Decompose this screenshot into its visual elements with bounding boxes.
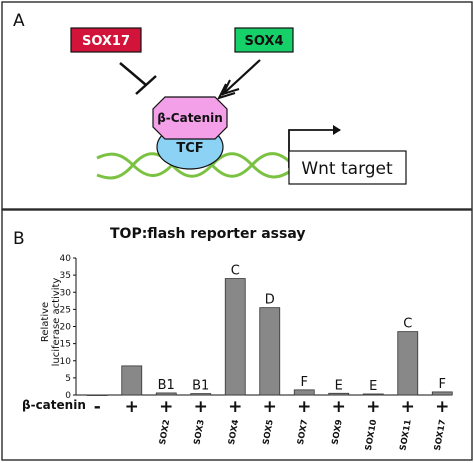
bar xyxy=(397,331,419,396)
beta-catenin-row-label: β-catenin xyxy=(22,398,86,412)
y-axis-title-line-1: Relative xyxy=(40,302,51,342)
bar xyxy=(86,394,108,396)
y-axis-title: Relative luciferase activity xyxy=(40,278,62,367)
bar-data-label: B1 xyxy=(158,378,175,393)
bar xyxy=(362,393,384,396)
bar-data-label: B1 xyxy=(192,379,209,394)
y-tick-label: 0 xyxy=(65,391,71,401)
y-tick-label: 10 xyxy=(60,357,72,367)
sox17-box: SOX17 xyxy=(70,27,142,53)
dna-strand xyxy=(96,152,293,180)
inhibition-arrow xyxy=(119,62,157,95)
panel-a-letter: A xyxy=(13,11,25,31)
beta-catenin-octagon xyxy=(152,96,228,140)
beta-catenin-protein: β-Catenin xyxy=(152,96,228,140)
sox4-rect xyxy=(234,27,294,53)
wnt-target-box xyxy=(288,150,407,185)
chart-title: TOP:flash reporter assay xyxy=(110,226,305,242)
bar xyxy=(259,307,281,396)
wnt-target-label: Wnt target xyxy=(301,159,393,179)
bar-data-label: E xyxy=(369,379,377,394)
bar xyxy=(224,278,246,396)
beta-catenin-sign: + xyxy=(297,397,311,417)
x-category-label: SOX4 xyxy=(227,419,241,446)
beta-catenin-sign: - xyxy=(94,397,101,417)
y-tick-label: 20 xyxy=(60,323,72,333)
bar xyxy=(328,392,350,396)
bar-data-label: F xyxy=(301,375,308,390)
y-tick-label: 35 xyxy=(60,271,71,281)
x-category-label: SOX2 xyxy=(158,419,172,446)
beta-catenin-label: β-Catenin xyxy=(157,111,223,125)
bar-data-label: C xyxy=(231,264,240,279)
beta-catenin-sign: + xyxy=(366,397,380,417)
x-category-label: SOX5 xyxy=(261,419,275,446)
beta-catenin-sign: + xyxy=(125,397,139,417)
bar-data-label: F xyxy=(439,377,446,392)
bar-chart: 0 5 10 15 20 25 30 35 40 - + B1 + SOX2 B1 + SOX3 C + SOX4 D +… xyxy=(60,254,453,451)
y-tick-label: 25 xyxy=(60,305,71,315)
beta-catenin-sign: + xyxy=(401,397,415,417)
y-tick-label: 15 xyxy=(60,340,71,350)
bar xyxy=(293,389,315,396)
bar xyxy=(190,393,212,396)
beta-catenin-sign: + xyxy=(263,397,277,417)
sox4-label: SOX4 xyxy=(244,34,283,49)
bar xyxy=(431,391,453,396)
bar-data-label: E xyxy=(335,378,343,393)
sox17-label: SOX17 xyxy=(82,34,130,49)
activation-arrow xyxy=(217,59,261,100)
bar-data-label: D xyxy=(265,293,275,308)
beta-catenin-sign: + xyxy=(159,397,173,417)
wnt-target: Wnt target xyxy=(288,125,407,185)
panel-a: A SOX17 SOX4 TCF xyxy=(1,1,473,210)
panel-b-letter: B xyxy=(13,229,25,249)
beta-catenin-sign: + xyxy=(194,397,208,417)
beta-catenin-sign: + xyxy=(435,397,449,417)
y-tick-label: 5 xyxy=(65,374,71,384)
beta-catenin-sign: + xyxy=(332,397,346,417)
x-category-label: SOX7 xyxy=(296,419,310,446)
bar-data-label: C xyxy=(403,317,412,332)
sox17-rect xyxy=(70,27,142,53)
y-tick-label: 40 xyxy=(60,254,72,264)
beta-catenin-sign: + xyxy=(228,397,242,417)
y-tick-label: 30 xyxy=(60,288,72,298)
x-category-label: SOX3 xyxy=(192,419,206,446)
x-category-label: SOX9 xyxy=(330,419,344,446)
tcf-label: TCF xyxy=(176,141,203,156)
panel-b: B TOP:flash reporter assay Relative luci… xyxy=(1,209,473,461)
y-axis-title-line-2: luciferase activity xyxy=(51,278,62,367)
bar xyxy=(155,392,177,396)
bar xyxy=(121,365,143,396)
sox4-box: SOX4 xyxy=(234,27,294,53)
